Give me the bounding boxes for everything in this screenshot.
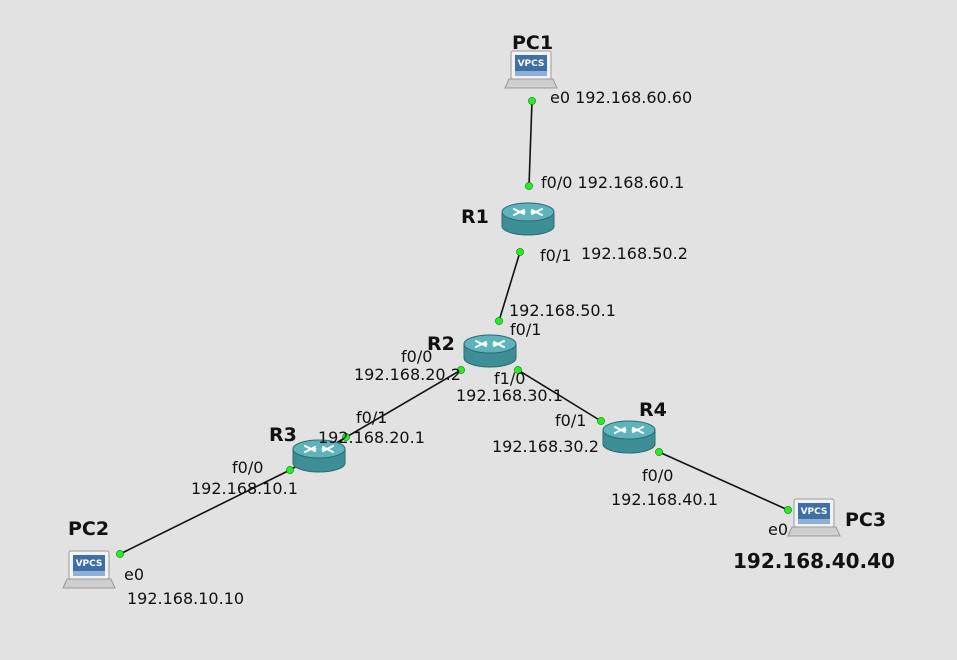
label-r2-f00-ip: 192.168.20.2: [354, 365, 461, 384]
label-r2-f00-port: f0/0: [401, 347, 433, 366]
device-name-pc3: PC3: [845, 509, 887, 531]
port-dot-r3-f00: [286, 466, 294, 474]
port-dot-r2-f01: [495, 317, 503, 325]
device-name-r4: R4: [639, 399, 667, 421]
port-dot-pc2-e0: [116, 550, 124, 558]
label-r4-f00-ip: 192.168.40.1: [611, 490, 718, 509]
link-r3-pc2[interactable]: [119, 469, 291, 555]
label-r4-f01-ip: 192.168.30.2: [492, 437, 599, 456]
label-pc2-e0-ip: 192.168.10.10: [127, 589, 245, 608]
label-pc3-e0-port: e0: [768, 520, 789, 539]
device-name-pc2: PC2: [68, 518, 110, 540]
link-r4-pc3[interactable]: [658, 451, 789, 511]
vpcs-icon: [787, 498, 841, 537]
port-dots: [116, 97, 792, 558]
port-dot-r2-f00: [457, 366, 465, 374]
router-icon: [501, 202, 555, 236]
label-r3-f00-port: f0/0: [232, 458, 264, 477]
label-pc2-e0-port: e0: [124, 565, 145, 584]
link-r2-r4[interactable]: [517, 369, 602, 422]
label-r3-f00-ip: 192.168.10.1: [191, 479, 298, 498]
port-dot-pc1-e0: [528, 97, 536, 105]
vpcs-badge: VPCS: [76, 559, 103, 569]
vpcs-badge: VPCS: [518, 59, 545, 69]
label-pc3-ip: 192.168.40.40: [733, 549, 895, 573]
label-r2-f01-ip: 192.168.50.1: [509, 301, 616, 320]
label-r2-f10-ip: 192.168.30.1: [456, 386, 563, 405]
router-r1[interactable]: [501, 202, 555, 236]
label-r1-f00: f0/0 192.168.60.1: [541, 173, 685, 192]
label-r1-f01-ip: 192.168.50.2: [581, 244, 688, 263]
port-dot-r4-f00: [655, 448, 663, 456]
label-r2-f01-port: f0/1: [510, 320, 542, 339]
link-r1-r2[interactable]: [498, 251, 521, 322]
port-dot-r1-f01: [516, 248, 524, 256]
label-r4-f01-port: f0/1: [555, 411, 587, 430]
pc-pc2[interactable]: VPCS: [62, 550, 116, 589]
label-r3-f01-port: f0/1: [356, 408, 388, 427]
device-name-pc1: PC1: [512, 32, 554, 54]
vpcs-badge: VPCS: [801, 507, 828, 517]
label-pc1-e0: e0 192.168.60.60: [550, 88, 693, 107]
router-icon: [602, 420, 656, 454]
pc-pc1[interactable]: VPCS: [504, 50, 558, 89]
label-r2-f10-port: f1/0: [494, 369, 526, 388]
port-dot-r4-f01: [597, 417, 605, 425]
router-icon: [463, 334, 517, 368]
label-r4-f00-port: f0/0: [642, 466, 674, 485]
pc-pc3[interactable]: VPCS: [787, 498, 841, 537]
device-name-r2: R2: [427, 333, 455, 355]
links-layer: [119, 100, 789, 555]
router-r2[interactable]: [463, 334, 517, 368]
port-dot-r2-f10: [514, 366, 522, 374]
link-pc1-r1[interactable]: [528, 100, 533, 187]
device-name-r3: R3: [269, 424, 297, 446]
vpcs-icon: [504, 50, 558, 89]
port-dot-r1-f00: [525, 182, 533, 190]
label-r3-f01-ip: 192.168.20.1: [318, 428, 425, 447]
port-dot-r3-f01: [342, 433, 350, 441]
vpcs-icon: [62, 550, 116, 589]
port-dot-pc3-e0: [784, 506, 792, 514]
device-name-r1: R1: [461, 206, 489, 228]
label-r1-f01-port: f0/1: [540, 246, 572, 265]
router-r4[interactable]: [602, 420, 656, 454]
